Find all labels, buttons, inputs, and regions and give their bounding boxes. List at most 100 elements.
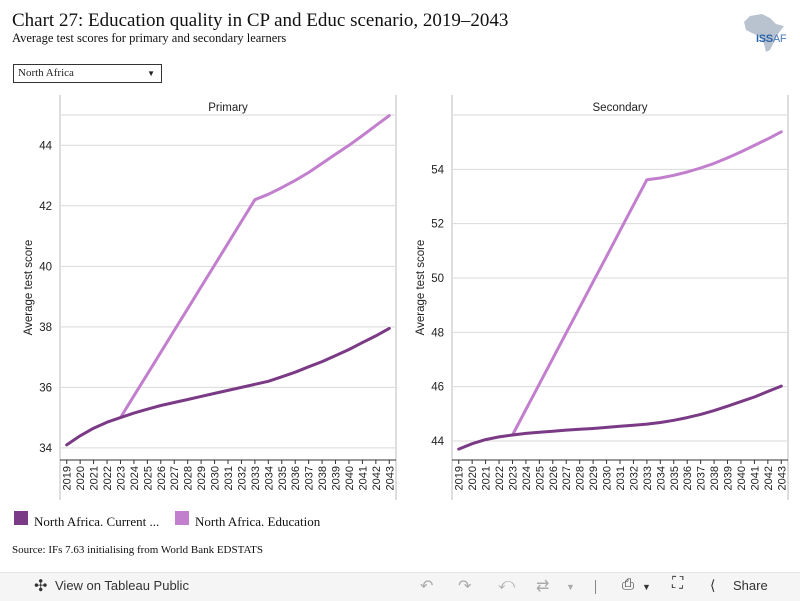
x-tick-label: 2030 bbox=[210, 466, 222, 490]
share-icon[interactable]: ⟨ bbox=[710, 577, 716, 593]
y-tick-label: 38 bbox=[39, 322, 52, 334]
x-tick-label: 2025 bbox=[142, 466, 154, 490]
y-tick-label: 34 bbox=[39, 443, 52, 455]
x-tick-label: 2032 bbox=[628, 466, 640, 490]
y-tick-label: 40 bbox=[39, 261, 52, 273]
x-tick-label: 2034 bbox=[263, 466, 275, 490]
series-line-education bbox=[119, 114, 391, 420]
y-tick-label: 54 bbox=[431, 164, 444, 176]
y-tick-label: 50 bbox=[431, 273, 444, 285]
toolbar-divider bbox=[595, 580, 596, 594]
x-tick-label: 2033 bbox=[642, 466, 654, 490]
share-button[interactable]: Share bbox=[733, 578, 768, 593]
revert-icon[interactable]: ⤺ bbox=[498, 576, 516, 593]
x-tick-label: 2025 bbox=[534, 466, 546, 490]
logo-text-af: AF bbox=[772, 33, 787, 45]
x-tick-label: 2038 bbox=[709, 466, 721, 490]
chart-title: Chart 27: Education quality in CP and Ed… bbox=[12, 10, 509, 31]
x-tick-label: 2032 bbox=[236, 466, 248, 490]
x-tick-label: 2039 bbox=[723, 466, 735, 490]
tableau-logo-icon: ✣ bbox=[34, 578, 48, 595]
y-axis-label: Average test score bbox=[415, 240, 427, 336]
x-tick-label: 2043 bbox=[776, 466, 788, 490]
x-tick-label: 2033 bbox=[250, 466, 262, 490]
x-tick-label: 2038 bbox=[317, 466, 329, 490]
x-tick-label: 2022 bbox=[102, 466, 114, 490]
x-tick-label: 2028 bbox=[183, 466, 195, 490]
y-tick-label: 46 bbox=[431, 382, 444, 394]
x-tick-label: 2029 bbox=[196, 466, 208, 490]
x-tick-label: 2031 bbox=[223, 466, 235, 490]
download-icon[interactable]: ⎙ bbox=[622, 576, 635, 593]
legend-label-education: North Africa. Education bbox=[195, 514, 321, 529]
x-tick-label: 2037 bbox=[696, 466, 708, 490]
x-tick-label: 2040 bbox=[344, 466, 356, 490]
x-tick-label: 2027 bbox=[169, 466, 181, 490]
x-tick-label: 2034 bbox=[655, 466, 667, 490]
source-note: Source: IFs 7.63 initialising from World… bbox=[12, 544, 264, 556]
redo-icon[interactable]: ↷ bbox=[458, 578, 472, 595]
x-tick-label: 2036 bbox=[682, 466, 694, 490]
x-tick-label: 2041 bbox=[357, 466, 369, 490]
refresh-icon[interactable]: ⇄ bbox=[536, 578, 550, 595]
series-line-education bbox=[511, 130, 783, 437]
view-on-tableau-link[interactable]: View on Tableau Public bbox=[55, 578, 189, 593]
dropdown-arrow-icon: ▼ bbox=[147, 69, 155, 78]
x-tick-label: 2041 bbox=[749, 466, 761, 490]
x-tick-label: 2023 bbox=[507, 466, 519, 490]
x-tick-label: 2030 bbox=[602, 466, 614, 490]
x-tick-label: 2026 bbox=[156, 466, 168, 490]
y-tick-label: 42 bbox=[39, 201, 52, 213]
y-tick-label: 44 bbox=[39, 140, 52, 152]
x-tick-label: 2020 bbox=[75, 466, 87, 490]
undo-icon[interactable]: ↶ bbox=[420, 578, 434, 595]
x-tick-label: 2024 bbox=[521, 466, 533, 490]
x-tick-label: 2039 bbox=[331, 466, 343, 490]
x-tick-label: 2024 bbox=[129, 466, 141, 490]
series-line-current bbox=[457, 384, 783, 451]
chart-subtitle: Average test scores for primary and seco… bbox=[12, 31, 287, 45]
series-line-current bbox=[65, 326, 391, 447]
x-tick-label: 2043 bbox=[384, 466, 396, 490]
download-dropdown-icon[interactable]: ▼ bbox=[642, 582, 651, 592]
x-tick-label: 2021 bbox=[481, 466, 493, 490]
legend-label-current: North Africa. Current ... bbox=[34, 514, 160, 529]
x-tick-label: 2035 bbox=[669, 466, 681, 490]
x-tick-label: 2042 bbox=[371, 466, 383, 490]
x-tick-label: 2028 bbox=[575, 466, 587, 490]
legend-swatch-current bbox=[14, 511, 28, 525]
x-tick-label: 2042 bbox=[763, 466, 775, 490]
refresh-dropdown-icon[interactable]: ▼ bbox=[566, 582, 575, 592]
x-tick-label: 2036 bbox=[290, 466, 302, 490]
fullscreen-icon[interactable]: ⛶ bbox=[672, 575, 684, 592]
y-tick-label: 44 bbox=[431, 436, 444, 448]
y-axis-label: Average test score bbox=[23, 240, 35, 336]
x-tick-label: 2019 bbox=[62, 466, 74, 490]
tableau-toolbar: ✣ View on Tableau Public ↶ ↷ ⤺ ⇄ ▼ ⎙ ▼ ⛶… bbox=[0, 572, 800, 601]
x-tick-label: 2022 bbox=[494, 466, 506, 490]
y-tick-label: 48 bbox=[431, 327, 444, 339]
panel-title: Secondary bbox=[593, 102, 648, 114]
x-tick-label: 2035 bbox=[277, 466, 289, 490]
y-tick-label: 52 bbox=[431, 219, 444, 231]
x-tick-label: 2023 bbox=[115, 466, 127, 490]
x-tick-label: 2031 bbox=[615, 466, 627, 490]
x-tick-label: 2037 bbox=[304, 466, 316, 490]
x-tick-label: 2026 bbox=[548, 466, 560, 490]
region-filter-dropdown[interactable]: North Africa ▼ bbox=[13, 64, 162, 83]
logo-text-iss: ISS bbox=[756, 33, 773, 45]
africa-map-icon bbox=[744, 14, 784, 52]
y-tick-label: 36 bbox=[39, 382, 52, 394]
x-tick-label: 2021 bbox=[89, 466, 101, 490]
panel-title: Primary bbox=[208, 102, 248, 114]
region-filter-value: North Africa bbox=[18, 67, 74, 79]
x-tick-label: 2019 bbox=[454, 466, 466, 490]
x-tick-label: 2027 bbox=[561, 466, 573, 490]
x-tick-label: 2040 bbox=[736, 466, 748, 490]
x-tick-label: 2020 bbox=[467, 466, 479, 490]
x-tick-label: 2029 bbox=[588, 466, 600, 490]
legend-swatch-education bbox=[175, 511, 189, 525]
